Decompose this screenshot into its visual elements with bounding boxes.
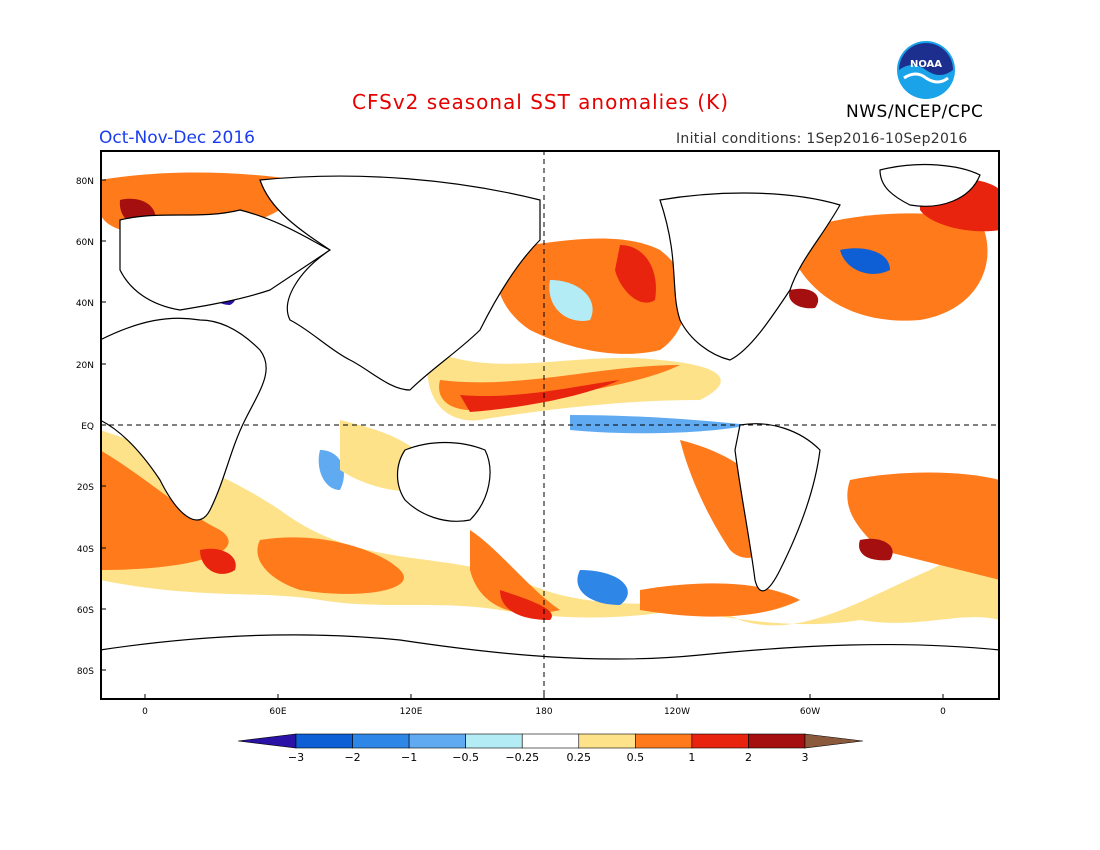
chart-title: CFSv2 seasonal SST anomalies (K) <box>352 90 729 114</box>
agency-label: NWS/NCEP/CPC <box>846 102 984 122</box>
colorbar-swatch <box>352 733 410 749</box>
colorbar-label: −0.25 <box>505 751 539 764</box>
colorbar-lower-extend <box>238 733 297 749</box>
lon-label-120w: 120W <box>664 707 690 717</box>
colorbar-swatch <box>295 733 353 749</box>
lat-label-80s: 80S <box>77 667 94 677</box>
colorbar-swatch <box>635 733 693 749</box>
colorbar-swatch <box>521 733 580 749</box>
colorbar-label: 2 <box>745 751 752 764</box>
initial-conditions: Initial conditions: 1Sep2016-10Sep2016 <box>676 131 968 147</box>
colorbar-label: 1 <box>688 751 695 764</box>
sst-anomaly-map <box>100 150 1000 700</box>
colorbar-label: −2 <box>344 751 360 764</box>
lat-label-eq: EQ <box>81 422 94 432</box>
colorbar-label: 3 <box>802 751 809 764</box>
continent-outlines <box>100 163 1000 700</box>
lat-label-40s: 40S <box>77 545 94 555</box>
lon-label-60w: 60W <box>800 707 820 717</box>
lon-label-0: 0 <box>142 707 148 717</box>
colorbar-swatch <box>691 733 749 749</box>
colorbar-label: −1 <box>401 751 417 764</box>
colorbar-swatch <box>408 733 466 749</box>
noaa-logo-icon: NOAA <box>897 41 955 99</box>
colorbar-label: 0.5 <box>627 751 645 764</box>
logo-text: NOAA <box>910 59 942 70</box>
lat-label-60s: 60S <box>77 606 94 616</box>
forecast-period: Oct-Nov-Dec 2016 <box>99 128 255 148</box>
lon-label-120e: 120E <box>400 707 423 717</box>
colorbar-swatch <box>578 733 636 749</box>
lat-label-60n: 60N <box>76 238 94 248</box>
lat-label-20s: 20S <box>77 483 94 493</box>
colorbar-swatch <box>748 733 806 749</box>
colorbar-swatch <box>465 733 523 749</box>
lon-label-0-east: 0 <box>940 707 946 717</box>
map-frame <box>100 150 1000 700</box>
lon-label-60e: 60E <box>269 707 286 717</box>
colorbar-label: −0.5 <box>452 751 479 764</box>
colorbar-upper-extend <box>804 733 863 749</box>
colorbar-label: 0.25 <box>567 751 592 764</box>
lat-label-40n: 40N <box>76 299 94 309</box>
lat-label-80n: 80N <box>76 177 94 187</box>
lat-label-20n: 20N <box>76 361 94 371</box>
lon-label-180: 180 <box>535 707 552 717</box>
colorbar-label: −3 <box>288 751 304 764</box>
colorbar: −3 −2 −1 −0.5 −0.25 0.25 0.5 1 2 3 <box>238 733 863 764</box>
